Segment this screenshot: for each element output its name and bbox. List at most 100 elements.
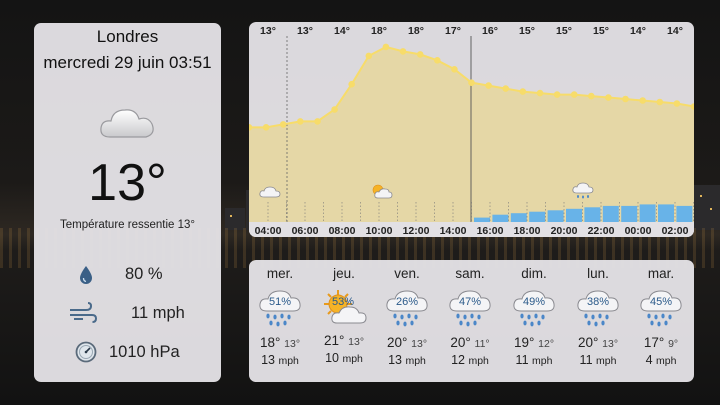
- precipitation-bar: [658, 204, 674, 222]
- precipitation-bar: [547, 210, 564, 222]
- day-low: 11°: [474, 338, 490, 350]
- current-datetime: mercredi 29 juin 03:51: [43, 53, 212, 72]
- temperature-point: [434, 57, 441, 64]
- day-wind-speed: 13: [261, 353, 275, 367]
- forecast-day: dim. 49% 19° 12° 11 mph: [502, 266, 566, 367]
- day-wind: 10 mph: [312, 351, 376, 365]
- temperature-area: [249, 46, 694, 223]
- hourly-temperature-label: 13°: [260, 25, 276, 37]
- forecast-day: sam. 47% 20° 11° 12 mph: [438, 266, 502, 367]
- forecast-day: mer. 51% 18° 13° 13 mph: [248, 266, 312, 367]
- day-wind-unit: mph: [342, 353, 363, 365]
- temperature-point: [588, 92, 595, 100]
- wind-icon: [70, 302, 98, 323]
- day-name: lun.: [587, 266, 609, 281]
- rain-cloud-icon: 45%: [640, 290, 682, 327]
- precip-chance: 51%: [269, 296, 291, 308]
- day-high: 21°: [323, 333, 345, 348]
- time-axis-strip: [249, 222, 694, 237]
- temperature-point: [279, 121, 287, 128]
- temperature-point: [570, 91, 578, 98]
- precip-chance: 26%: [396, 296, 418, 308]
- hourly-time-label: 22:00: [588, 225, 615, 237]
- hourly-forecast-panel[interactable]: 13° 13° 14° 18° 18° 17° 16° 15° 15° 15° 14° 14° 04:0…: [249, 22, 694, 237]
- day-wind: 13 mph: [375, 353, 439, 367]
- rain-cloud-icon: 51%: [259, 290, 301, 327]
- precipitation-bar: [676, 205, 693, 222]
- forecast-day: jeu. 53% 21° 13° 10 mph: [312, 266, 376, 365]
- sun-cloud-icon: 53%: [324, 290, 367, 324]
- day-high: 18°: [259, 335, 281, 350]
- sun-cloud-icon: [372, 184, 393, 199]
- day-low: 13°: [411, 338, 428, 350]
- temperature-point: [468, 79, 475, 86]
- temperature-point: [262, 124, 270, 131]
- day-wind-unit: mph: [596, 355, 617, 367]
- day-high: 19°: [513, 335, 535, 350]
- temperature-point: [249, 124, 253, 131]
- temperature-point: [348, 80, 355, 88]
- precip-chance: 53%: [332, 296, 354, 308]
- precipitation-bar: [621, 205, 638, 222]
- day-name: mar.: [647, 266, 675, 281]
- pressure-gauge-icon: [75, 341, 97, 363]
- hourly-time-label: 12:00: [403, 225, 430, 237]
- temperature-point: [485, 82, 492, 89]
- hourly-temperature-label: 17°: [445, 25, 461, 37]
- hourly-temperature-label: 14°: [334, 25, 350, 37]
- day-wind-speed: 13: [388, 353, 402, 367]
- hourly-temperature-label: 15°: [556, 25, 572, 37]
- temperature-point: [502, 85, 509, 92]
- day-high: 20°: [386, 335, 408, 350]
- city-name: Londres: [96, 27, 159, 46]
- hourly-time-label: 00:00: [625, 225, 652, 237]
- day-name: sam.: [455, 266, 485, 281]
- day-low: 12°: [538, 338, 555, 350]
- day-high: 20°: [577, 335, 599, 350]
- cloud-icon: [100, 109, 154, 138]
- day-wind-speed: 11: [515, 353, 529, 367]
- feels-like-text: Température ressentie 13°: [59, 219, 195, 231]
- precipitation-bar: [492, 214, 509, 222]
- day-temperatures: 18° 13°: [248, 335, 312, 350]
- humidity-drop-icon: [80, 266, 92, 284]
- temperature-point: [297, 118, 304, 125]
- day-low: 13°: [284, 338, 301, 350]
- temperature-point: [605, 94, 612, 101]
- forecast-day: mar. 45% 17° 9° 4 mph: [629, 266, 693, 367]
- day-wind-unit: mph: [278, 355, 299, 367]
- temperature-point: [382, 43, 390, 51]
- day-wind: 4 mph: [629, 353, 693, 367]
- day-temperatures: 21° 13°: [312, 333, 376, 348]
- precipitation-bar: [474, 217, 490, 222]
- forecast-day: ven. 26% 20° 13° 13 mph: [375, 266, 439, 367]
- temperature-point: [399, 48, 407, 55]
- temperature-point: [639, 97, 646, 104]
- day-high: 17°: [643, 335, 665, 350]
- precipitation-bar: [510, 213, 527, 222]
- precipitation-bar: [602, 205, 619, 222]
- day-name: jeu.: [333, 266, 355, 281]
- hourly-time-label: 08:00: [329, 225, 356, 237]
- day-temperatures: 19° 12°: [502, 335, 566, 350]
- temperature-point: [451, 66, 458, 73]
- precip-chance: 47%: [459, 296, 481, 308]
- hourly-time-label: 06:00: [292, 225, 319, 237]
- precipitation-bar: [639, 204, 656, 222]
- hourly-temperature-label: 14°: [630, 25, 646, 37]
- precip-chance: 49%: [523, 296, 545, 308]
- wind-value: 11 mph: [131, 304, 185, 322]
- rain-cloud-icon: 26%: [386, 290, 428, 327]
- temperature-point: [331, 106, 338, 113]
- forecast-day: lun. 38% 20° 13° 11 mph: [566, 266, 630, 367]
- pressure-value: 1010 hPa: [109, 343, 180, 361]
- rain-cloud-icon: 49%: [513, 290, 555, 327]
- temperature-point: [673, 100, 681, 107]
- day-temperatures: 20° 11°: [438, 335, 502, 350]
- hourly-temperature-label: 15°: [593, 25, 609, 37]
- day-low: 9°: [668, 338, 679, 350]
- day-wind-unit: mph: [405, 355, 426, 367]
- current-conditions-panel: Londres mercredi 29 juin 03:51 13° Tempé…: [34, 23, 221, 382]
- hourly-temperature-label: 13°: [297, 25, 313, 37]
- hourly-time-label: 02:00: [662, 225, 689, 237]
